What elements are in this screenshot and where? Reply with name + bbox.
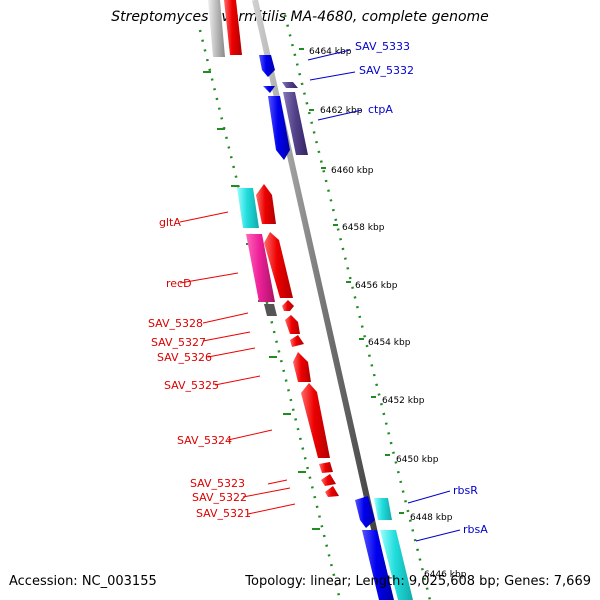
gene-sav5333[interactable] [259, 55, 275, 77]
kbp-scale: 6464 kbp 6462 kbp 6460 kbp 6458 kbp 6456… [299, 47, 467, 580]
gene-sav5326[interactable] [290, 335, 304, 347]
gene-label[interactable]: SAV_5325 [164, 379, 219, 392]
right-leader-lines [307, 49, 461, 542]
gene-cyan-small[interactable] [374, 498, 392, 520]
gene-sav5332[interactable] [263, 86, 275, 93]
right-dotted-track [283, 14, 432, 600]
gene-sav5323[interactable] [319, 462, 333, 473]
kbp-label: 6450 kbp [396, 455, 439, 465]
gene-label[interactable]: SAV_5332 [359, 64, 414, 77]
genome-meta-text: Topology: linear; Length: 9,025,608 bp; … [245, 574, 591, 589]
gene-label[interactable]: recD [166, 277, 192, 290]
gene-label[interactable]: SAV_5321 [196, 507, 251, 520]
kbp-label: 6454 kbp [368, 338, 411, 348]
genome-title: Streptomyces avermitilis MA-4680, comple… [111, 9, 489, 25]
gene-blue-bottom[interactable] [362, 530, 394, 600]
gene-label[interactable]: SAV_5326 [157, 351, 212, 364]
accession-text: Accession: NC_003155 [9, 574, 157, 589]
gene-rbsR[interactable] [355, 496, 375, 528]
gene-label[interactable]: SAV_5327 [151, 336, 206, 349]
kbp-label: 6446 kbp [424, 570, 467, 580]
gene-sav5328[interactable] [264, 304, 277, 316]
gene-label[interactable]: rbsR [453, 484, 478, 497]
kbp-label: 6464 kbp [309, 47, 352, 57]
kbp-label: 6460 kbp [331, 166, 374, 176]
gene-bar[interactable] [208, 0, 225, 57]
gene-bar[interactable] [264, 232, 293, 298]
gene-sav5321[interactable] [325, 486, 339, 497]
gene-label[interactable]: SAV_5328 [148, 317, 203, 330]
gene-bar[interactable] [282, 300, 294, 311]
gene-sav5322[interactable] [321, 474, 336, 486]
gene-bar[interactable] [256, 184, 276, 224]
gene-bar[interactable] [224, 0, 242, 55]
gene-label[interactable]: ctpA [368, 103, 393, 116]
gene-label[interactable]: SAV_5323 [190, 477, 245, 490]
gene-ctpA[interactable] [268, 96, 290, 160]
kbp-label: 6452 kbp [382, 396, 425, 406]
gene-recD[interactable] [246, 234, 275, 302]
gene-label[interactable]: gltA [159, 216, 181, 229]
kbp-label: 6462 kbp [320, 106, 363, 116]
gene-label[interactable]: SAV_5324 [177, 434, 232, 447]
gene-label[interactable]: rbsA [463, 523, 488, 536]
gene-purple[interactable] [283, 92, 308, 155]
kbp-label: 6456 kbp [355, 281, 398, 291]
gene-rbsA[interactable] [380, 530, 413, 600]
gene-sav5325[interactable] [293, 352, 311, 382]
left-leader-lines [179, 211, 296, 515]
gene-label[interactable]: SAV_5322 [192, 491, 247, 504]
gene-label[interactable]: SAV_5333 [355, 40, 410, 53]
gene-sav5324[interactable] [301, 383, 330, 458]
gene-sav5327[interactable] [285, 315, 300, 334]
gene-purple-small[interactable] [282, 82, 298, 88]
gene-gltA[interactable] [237, 188, 259, 228]
kbp-label: 6448 kbp [410, 513, 453, 523]
kbp-label: 6458 kbp [342, 223, 385, 233]
